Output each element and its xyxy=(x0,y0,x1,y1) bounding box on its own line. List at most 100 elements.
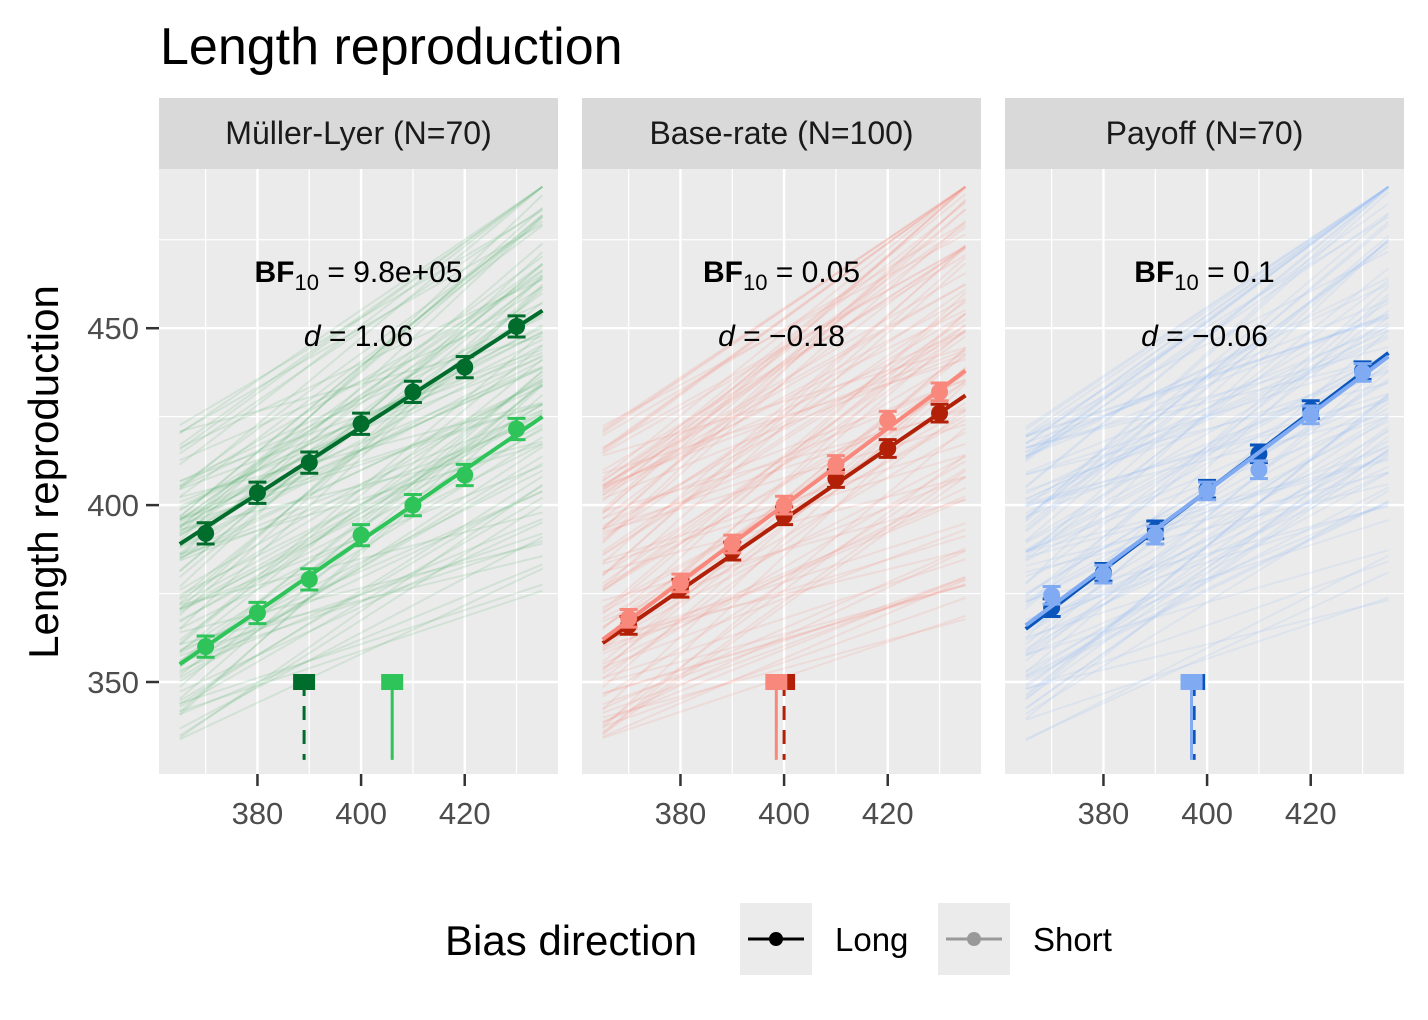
individual-line xyxy=(602,208,967,514)
individual-line xyxy=(1025,471,1389,567)
bias-marker-point xyxy=(297,675,312,690)
individual-line xyxy=(179,283,544,616)
legend-key-short-point xyxy=(967,932,981,946)
individual-line xyxy=(1025,185,1390,445)
individual-line xyxy=(179,214,544,518)
mean-point xyxy=(879,440,897,458)
individual-line xyxy=(179,490,543,665)
individual-line xyxy=(1025,283,1389,454)
individual-line xyxy=(1025,241,1390,518)
individual-line xyxy=(179,383,544,663)
mean-point xyxy=(1043,586,1061,604)
panel: Payoff (N=70) BF10 = 0.1 d = −0.06 380 400 42… xyxy=(1005,98,1404,831)
mean-point xyxy=(1094,565,1112,583)
individual-line xyxy=(602,367,967,711)
bias-marker-point xyxy=(769,675,784,690)
individual-line xyxy=(602,185,967,431)
individual-line xyxy=(179,359,543,550)
panel: Müller-Lyer (N=70) BF10 = 9.8e+05 d = 1.06… xyxy=(159,98,558,831)
individual-line xyxy=(602,324,966,557)
individual-line xyxy=(179,209,543,427)
individual-line xyxy=(602,373,966,591)
mean-point xyxy=(248,484,266,502)
individual-line xyxy=(1025,396,1389,553)
individual-line xyxy=(179,344,544,646)
individual-line xyxy=(602,535,966,648)
mean-point xyxy=(300,454,318,472)
individual-line xyxy=(602,378,966,520)
mean-point xyxy=(508,317,526,335)
individual-line xyxy=(1025,267,1390,561)
individual-line xyxy=(602,208,967,530)
individual-line xyxy=(602,498,966,655)
individual-line xyxy=(602,221,966,437)
effect-size-annotation: d = 1.06 xyxy=(304,320,413,353)
individual-line xyxy=(1025,185,1390,460)
panel-background xyxy=(582,169,981,774)
individual-line xyxy=(602,185,967,452)
individual-line xyxy=(179,403,543,623)
individual-line xyxy=(602,185,967,432)
x-tick-label: 420 xyxy=(862,796,914,831)
individual-line xyxy=(1025,396,1390,696)
panel-strip-label: Payoff (N=70) xyxy=(1106,115,1304,151)
individual-line xyxy=(1025,185,1390,453)
legend-label-short: Short xyxy=(1033,921,1112,958)
individual-line xyxy=(1025,425,1390,688)
panel-background xyxy=(159,169,558,774)
mean-point xyxy=(1146,526,1164,544)
individual-line xyxy=(179,442,543,556)
individual-line xyxy=(179,412,543,613)
individual-line xyxy=(179,365,543,521)
individual-line xyxy=(179,358,544,653)
mean-point xyxy=(404,383,422,401)
individual-line xyxy=(602,254,966,472)
individual-line xyxy=(179,496,543,708)
individual-line xyxy=(1025,185,1390,457)
individual-line xyxy=(602,201,967,493)
individual-line xyxy=(1025,185,1390,436)
individual-line xyxy=(179,313,543,483)
individual-line xyxy=(1025,435,1390,700)
series-short xyxy=(178,415,544,760)
mean-point xyxy=(1354,363,1372,381)
individual-line xyxy=(179,385,543,556)
individual-line xyxy=(602,352,966,500)
individual-line xyxy=(1025,279,1390,554)
chart-title: Length reproduction xyxy=(160,18,623,76)
individual-line xyxy=(179,542,543,634)
individual-line xyxy=(1025,392,1389,508)
individual-line xyxy=(179,393,544,713)
individual-line xyxy=(1025,599,1389,690)
individual-line xyxy=(1025,501,1389,657)
individual-line xyxy=(1025,356,1389,449)
mean-point xyxy=(197,524,215,542)
individual-line xyxy=(1025,571,1389,741)
individual-line xyxy=(1025,185,1390,458)
individual-line xyxy=(179,216,544,558)
mean-point xyxy=(197,638,215,656)
individual-line xyxy=(1025,185,1390,520)
individual-line xyxy=(602,246,967,488)
individual-line xyxy=(1025,312,1389,458)
bf10-annotation: BF10 = 9.8e+05 xyxy=(255,256,463,295)
individual-line xyxy=(1025,370,1389,518)
individual-line xyxy=(179,255,544,522)
panel-strip xyxy=(582,98,981,169)
mean-point xyxy=(775,496,793,514)
individual-line xyxy=(1025,449,1389,686)
mean-point xyxy=(300,570,318,588)
individual-line xyxy=(179,185,544,451)
individual-line xyxy=(602,335,967,593)
individual-line xyxy=(1025,345,1389,449)
individual-line xyxy=(1025,325,1389,542)
individual-line xyxy=(602,193,967,490)
individual-line xyxy=(602,346,966,457)
effect-size-annotation: d = −0.18 xyxy=(718,320,845,353)
mean-point xyxy=(931,383,949,401)
individual-line xyxy=(179,484,543,702)
individual-line xyxy=(179,378,543,601)
individual-line xyxy=(1025,472,1389,673)
individual-line xyxy=(179,185,544,446)
